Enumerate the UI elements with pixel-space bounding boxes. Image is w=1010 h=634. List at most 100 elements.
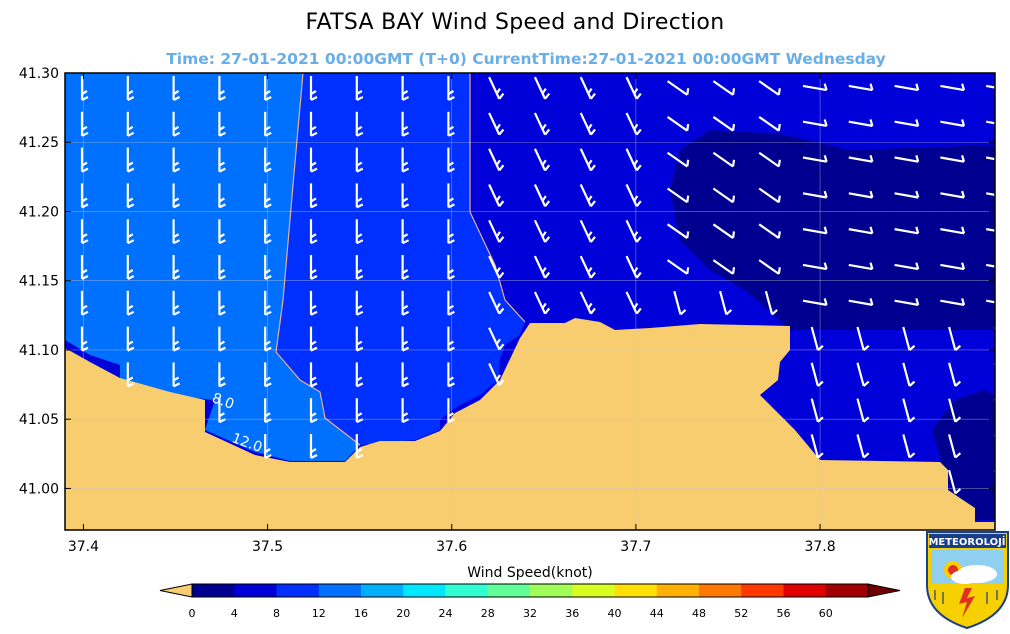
wind-barb [126, 183, 135, 209]
wind-barb [447, 111, 455, 137]
wind-barb [712, 151, 736, 168]
wind-barb [126, 111, 135, 137]
wind-barb [579, 219, 596, 243]
contour-line [469, 73, 526, 323]
logo-text: METEOROLOJİ [928, 534, 1005, 548]
wind-barb [355, 219, 364, 245]
wind-barb [993, 326, 995, 351]
colorbar-tick-label: 20 [396, 607, 410, 620]
wind-barb [533, 148, 551, 172]
wind-barb [533, 76, 551, 100]
wind-barb [355, 398, 364, 424]
wind-barb [264, 76, 272, 101]
colorbar: 0 4 8 12 16 20 24 28 32 36 40 44 48 52 56 60 [159, 583, 901, 620]
wind-barb [488, 76, 505, 100]
wind-barb [940, 154, 966, 163]
wind-barb [126, 362, 135, 388]
wind-barb [758, 80, 781, 96]
wind-barb [447, 290, 455, 316]
wind-barb [355, 434, 364, 459]
wind-barb [355, 255, 364, 280]
wind-barb [355, 183, 364, 209]
wind-barb [447, 362, 455, 388]
colorbar-tick-label: 8 [273, 607, 280, 620]
wind-barb [533, 291, 551, 315]
contour-label: 8.0 [210, 390, 236, 413]
wind-barb [666, 223, 690, 239]
wind-barb [902, 434, 916, 459]
plot-area: 8.012.0 [65, 73, 995, 530]
wind-barb [80, 255, 89, 280]
y-tick-label: 41.00 [19, 481, 59, 497]
wind-barb [401, 219, 410, 245]
wind-barb [948, 434, 962, 459]
wind-barb [355, 362, 364, 388]
colorbar-swatch [614, 584, 658, 597]
wind-barb [856, 326, 870, 352]
wind-barb [894, 190, 920, 199]
wind-barb [802, 154, 828, 163]
wind-barb [401, 326, 410, 352]
wind-barb [902, 326, 916, 352]
wind-barb [264, 398, 272, 424]
wind-barb [666, 80, 690, 96]
wind-barb [264, 255, 272, 280]
wind-barb [218, 290, 226, 316]
wind-barb [579, 255, 596, 279]
wind-barb [940, 119, 966, 127]
wind-barb [126, 290, 135, 316]
wind-barb [401, 183, 410, 209]
wind-barb [172, 326, 181, 352]
wind-barb [666, 151, 690, 168]
colorbar-tick-label: 36 [565, 607, 579, 620]
wind-barb [218, 398, 226, 424]
wind-barb [848, 119, 874, 127]
wind-barb [309, 362, 318, 388]
wind-barb [488, 148, 505, 172]
wind-barb [172, 76, 181, 101]
wind-barb [940, 298, 966, 306]
wind-barb [848, 190, 874, 199]
colorbar-swatch [487, 584, 531, 597]
wind-barb [401, 76, 410, 101]
colorbar-under-arrow [159, 583, 193, 598]
wind-barb [447, 326, 455, 352]
wind-barb [401, 111, 410, 137]
x-axis: 37.4 37.5 37.6 37.7 37.8 [68, 73, 836, 555]
colorbar-swatch [234, 584, 277, 597]
y-tick-label: 41.25 [19, 135, 59, 151]
y-tick-label: 41.05 [19, 412, 59, 428]
wind-barb [488, 363, 505, 386]
wind-barb [309, 76, 318, 101]
wind-barb [264, 111, 272, 137]
wind-barb [985, 228, 995, 235]
wind-barb [126, 219, 135, 245]
wind-barb [447, 398, 455, 424]
wind-barb [993, 362, 995, 387]
wind-barb [666, 187, 690, 204]
wind-barb [802, 298, 828, 306]
wind-barb [264, 219, 272, 245]
wind-barb [355, 290, 364, 316]
wind-barb [579, 148, 596, 172]
wind-barb [172, 290, 181, 316]
colorbar-swatch [825, 584, 869, 597]
wind-barb [625, 184, 642, 207]
colorbar-tick-label: 4 [231, 607, 238, 620]
wind-barb [848, 83, 874, 92]
colorbar-swatch [783, 584, 827, 597]
wind-barb [447, 219, 455, 245]
colorbar-swatch [741, 584, 784, 597]
wind-barb [579, 76, 596, 100]
wind-barb [810, 434, 824, 459]
wind-barb [264, 362, 272, 388]
colorbar-tick-label: 60 [819, 607, 833, 620]
wind-barb [218, 326, 226, 352]
wind-barb [172, 219, 181, 245]
wind-barb [848, 262, 874, 271]
wind-barb [355, 111, 364, 137]
wind-barb [625, 112, 642, 136]
wind-barb [802, 262, 828, 271]
wind-barb [764, 290, 778, 316]
